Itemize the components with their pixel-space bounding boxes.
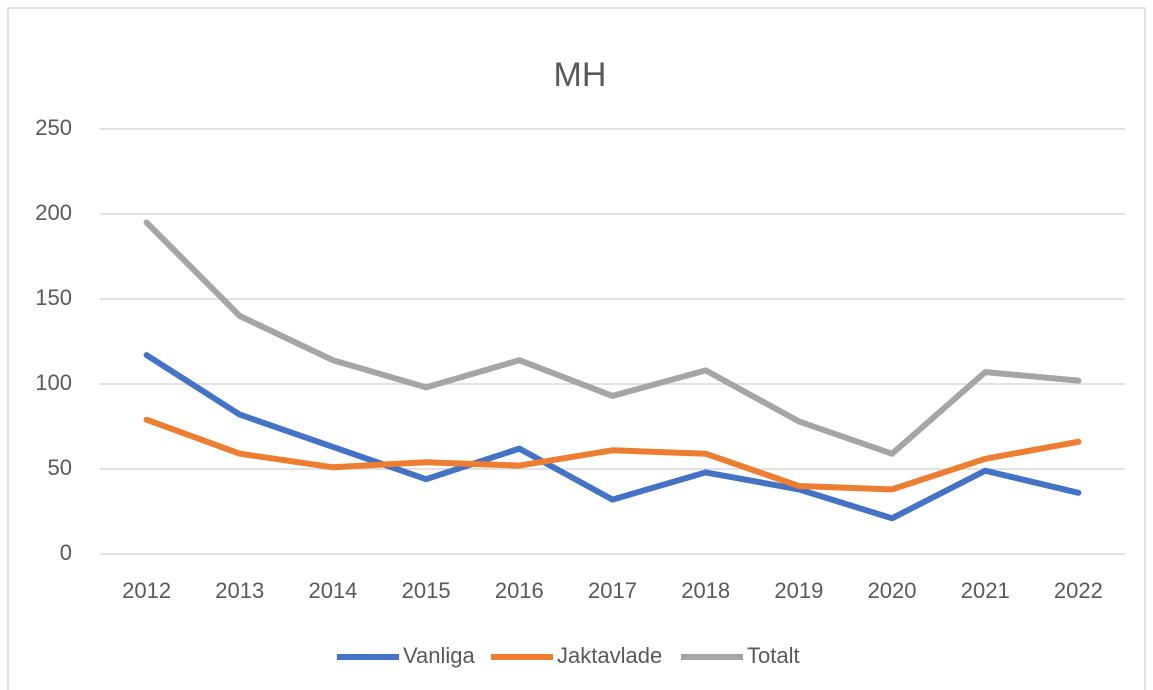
y-tick-label: 100 <box>35 370 72 395</box>
chart-title: MH <box>554 56 607 94</box>
x-tick-label: 2020 <box>868 578 917 603</box>
x-tick-label: 2014 <box>308 578 357 603</box>
series-line <box>143 416 1082 493</box>
x-tick-label: 2019 <box>774 578 823 603</box>
legend-label: Totalt <box>747 643 800 668</box>
x-tick-label: 2013 <box>215 578 264 603</box>
x-tick-label: 2015 <box>402 578 451 603</box>
y-tick-label: 50 <box>48 455 72 480</box>
legend-label: Vanliga <box>403 643 476 668</box>
x-tick-label: 2021 <box>961 578 1010 603</box>
x-tick-label: 2022 <box>1054 578 1103 603</box>
x-tick-label: 2018 <box>681 578 730 603</box>
chart-frame <box>7 7 1146 690</box>
x-tick-label: 2017 <box>588 578 637 603</box>
legend-label: Jaktavlade <box>557 643 662 668</box>
y-tick-label: 0 <box>60 540 72 565</box>
y-tick-label: 200 <box>35 200 72 225</box>
series-line <box>143 352 1082 522</box>
x-tick-label: 2012 <box>122 578 171 603</box>
y-tick-label: 250 <box>35 115 72 140</box>
series-line <box>143 219 1082 457</box>
x-tick-label: 2016 <box>495 578 544 603</box>
y-tick-label: 150 <box>35 285 72 310</box>
